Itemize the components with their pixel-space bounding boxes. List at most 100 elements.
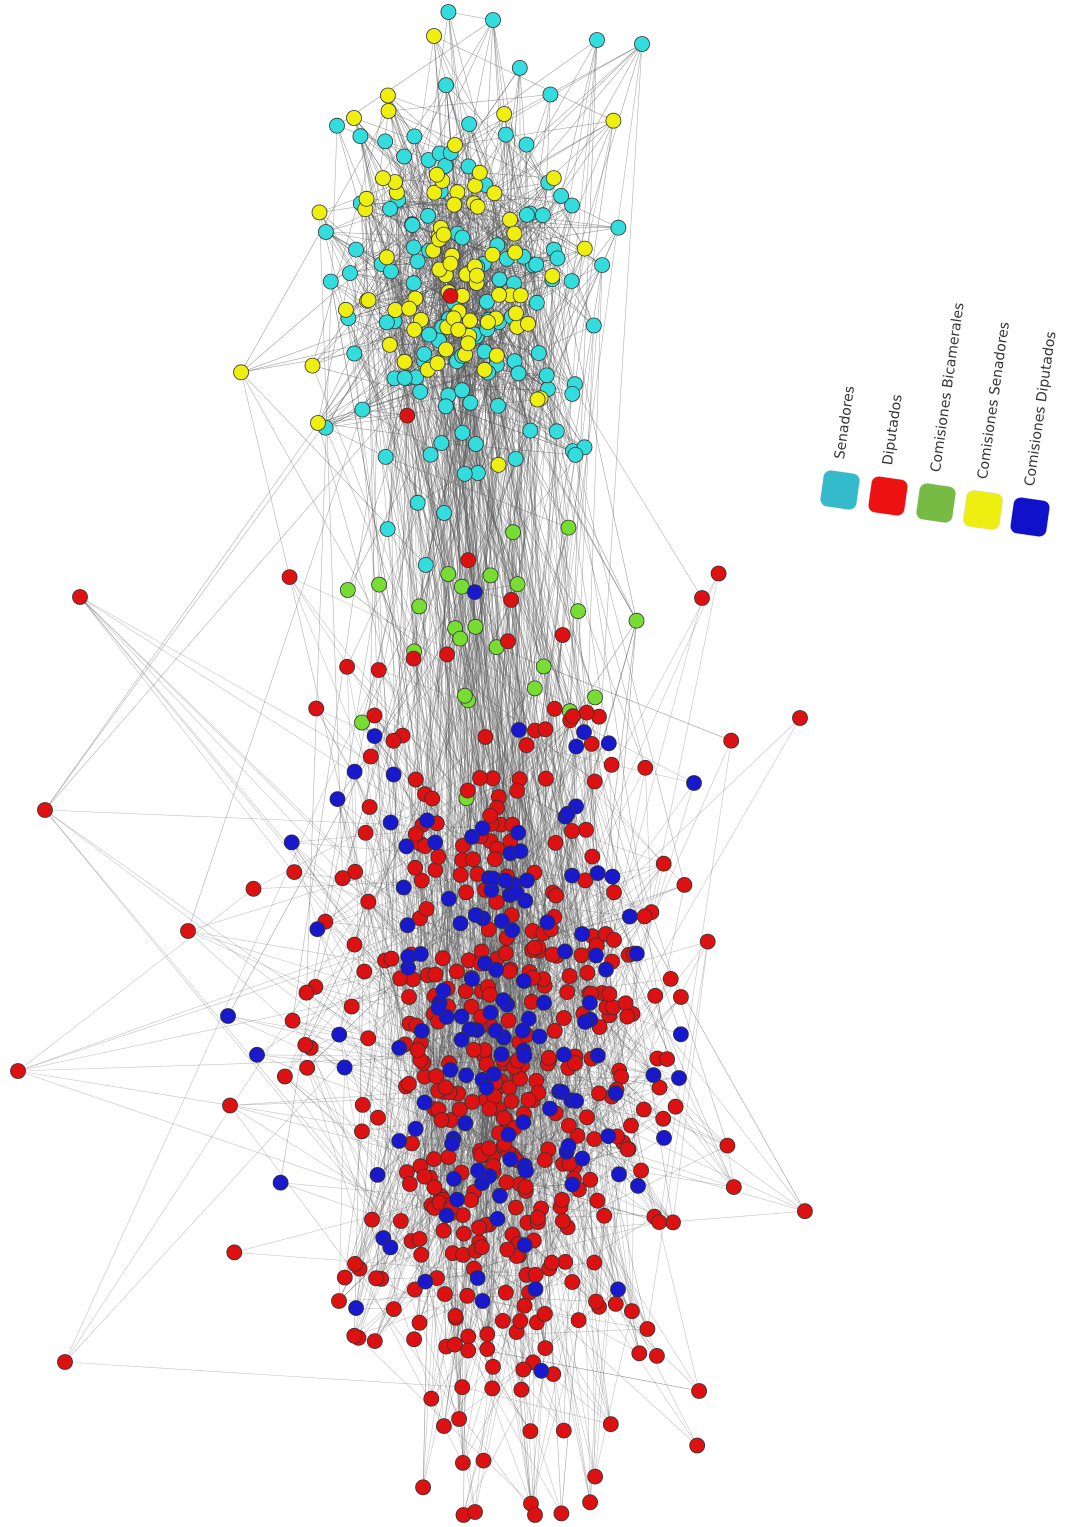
network-node [518,136,535,153]
network-edge [448,11,511,896]
network-node [407,859,424,876]
network-edge [347,589,595,782]
network-node [645,1067,662,1083]
network-node [406,1331,423,1348]
network-node [606,884,622,901]
network-edge [530,573,719,1504]
network-edge [503,113,585,733]
network-node [602,1416,619,1433]
network-node [554,1192,570,1208]
network-edge [535,264,558,432]
network-edge [17,1070,480,1228]
network-node [442,255,459,272]
network-node [797,1203,813,1220]
network-edge [390,182,549,210]
network-node [352,128,369,145]
network-node [513,1381,530,1398]
network-node [451,1101,468,1118]
network-node [579,1109,595,1126]
network-edge [395,309,549,1064]
network-edge [325,231,735,1188]
network-node [448,963,465,980]
network-edge [514,1100,577,1160]
network-edge [354,771,424,1063]
network-node [481,986,498,1003]
network-edge [419,215,544,607]
network-node [504,922,520,939]
network-node [634,36,650,52]
network-edge [496,634,563,960]
network-edge [446,654,480,1243]
network-edge [645,767,652,913]
network-edge [325,415,408,428]
network-edge [317,369,485,424]
network-node [476,361,493,378]
network-node [494,1313,511,1329]
network-node [454,382,471,399]
network-edge [557,258,637,621]
network-edge [473,203,544,667]
network-node [412,946,429,962]
network-node [469,1270,486,1286]
network-node [635,1101,652,1118]
network-node [337,301,354,318]
network-edge [608,743,620,1071]
network-node [477,729,494,745]
network-node [446,1336,463,1353]
network-node [584,848,601,865]
network-edge [438,715,574,1009]
network-node [427,966,444,983]
network-node [445,1171,462,1187]
network-node [586,773,603,790]
network-node [427,834,444,851]
network-edge [473,334,635,954]
network-edge [385,456,569,528]
network-edge [345,309,590,994]
network-edge [44,809,369,1039]
network-node [460,1342,477,1359]
network-node [399,407,416,424]
network-edge [64,1361,463,1388]
network-edge [552,830,573,893]
network-edge [571,875,584,1014]
network-edge [187,845,464,932]
network-edge [432,250,463,587]
network-node [570,1312,587,1329]
network-node [421,326,438,343]
network-node [454,1379,471,1396]
network-edge [510,1100,577,1160]
network-node [490,397,506,414]
network-node [537,721,554,738]
network-node [467,618,484,635]
network-node [542,86,559,103]
network-node [309,921,326,938]
network-node [297,1037,314,1053]
network-edge [496,646,732,741]
network-node [481,1101,498,1117]
network-edge [455,1099,529,1316]
network-edge [354,353,409,957]
network-node [596,1207,613,1224]
network-node [449,1191,466,1208]
network-edge [353,117,451,154]
network-node [479,314,496,331]
network-node [582,994,598,1011]
network-node [496,106,513,122]
network-edge [438,340,476,593]
network-edge [443,1091,658,1357]
network-node [440,4,457,20]
network-node [364,1211,380,1228]
network-edge [479,393,573,779]
network-node [425,1151,442,1168]
network-node [383,263,399,280]
network-node [407,1120,424,1137]
network-node [339,658,356,675]
network-node [437,398,454,415]
network-node [470,1162,486,1179]
network-node [578,821,594,838]
network-edge [537,1063,549,1218]
network-node [416,1094,433,1111]
network-edge [360,85,447,204]
network-edge [452,1091,563,1254]
network-edge [551,1113,556,1263]
